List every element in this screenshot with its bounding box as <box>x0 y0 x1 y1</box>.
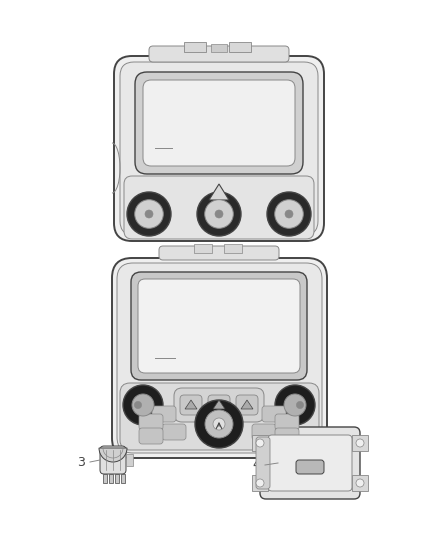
Circle shape <box>205 410 233 438</box>
Bar <box>121 474 125 483</box>
FancyBboxPatch shape <box>208 395 230 415</box>
FancyBboxPatch shape <box>131 272 307 380</box>
Bar <box>126 454 133 466</box>
FancyBboxPatch shape <box>139 414 163 430</box>
Circle shape <box>256 439 264 447</box>
FancyBboxPatch shape <box>275 414 299 430</box>
FancyBboxPatch shape <box>120 62 318 235</box>
Polygon shape <box>213 400 225 409</box>
FancyBboxPatch shape <box>159 246 279 260</box>
Circle shape <box>356 439 364 447</box>
FancyBboxPatch shape <box>236 395 258 415</box>
FancyBboxPatch shape <box>256 437 270 489</box>
Circle shape <box>256 479 264 487</box>
Bar <box>109 474 113 483</box>
FancyBboxPatch shape <box>138 279 300 373</box>
Circle shape <box>284 394 306 416</box>
Bar <box>252 435 268 451</box>
FancyBboxPatch shape <box>143 80 295 166</box>
Polygon shape <box>209 184 229 200</box>
Bar <box>194 244 212 253</box>
FancyBboxPatch shape <box>152 406 176 422</box>
FancyBboxPatch shape <box>174 388 264 422</box>
FancyBboxPatch shape <box>112 258 327 458</box>
Circle shape <box>267 192 311 236</box>
Bar <box>211 44 227 52</box>
Circle shape <box>297 401 304 409</box>
Text: 1: 1 <box>142 141 150 155</box>
Bar <box>224 244 242 253</box>
Bar <box>229 42 251 52</box>
Bar <box>252 475 268 491</box>
Circle shape <box>197 192 241 236</box>
Circle shape <box>285 210 293 218</box>
Bar <box>103 474 107 483</box>
FancyBboxPatch shape <box>117 263 322 453</box>
FancyBboxPatch shape <box>296 460 324 474</box>
FancyBboxPatch shape <box>135 72 303 174</box>
Circle shape <box>356 479 364 487</box>
Bar <box>352 435 368 451</box>
Circle shape <box>195 400 243 448</box>
FancyBboxPatch shape <box>139 428 163 444</box>
Circle shape <box>123 385 163 425</box>
Text: 3: 3 <box>77 456 85 469</box>
FancyBboxPatch shape <box>262 406 286 422</box>
Bar <box>352 475 368 491</box>
Wedge shape <box>99 448 127 462</box>
FancyBboxPatch shape <box>162 424 186 440</box>
Circle shape <box>145 210 153 218</box>
Text: 4: 4 <box>252 458 260 472</box>
FancyBboxPatch shape <box>100 446 126 474</box>
Circle shape <box>215 210 223 218</box>
Polygon shape <box>241 400 253 409</box>
FancyBboxPatch shape <box>252 424 276 440</box>
FancyBboxPatch shape <box>149 46 289 62</box>
Circle shape <box>127 192 171 236</box>
FancyBboxPatch shape <box>120 383 319 450</box>
FancyBboxPatch shape <box>275 428 299 444</box>
FancyBboxPatch shape <box>124 176 314 239</box>
Circle shape <box>135 200 163 228</box>
FancyBboxPatch shape <box>268 435 352 491</box>
Bar <box>184 42 206 52</box>
Circle shape <box>213 418 225 430</box>
FancyBboxPatch shape <box>114 56 324 241</box>
Polygon shape <box>185 400 197 409</box>
FancyBboxPatch shape <box>260 427 360 499</box>
Circle shape <box>134 401 141 409</box>
Circle shape <box>205 200 233 228</box>
Bar <box>115 474 119 483</box>
Circle shape <box>132 394 154 416</box>
FancyBboxPatch shape <box>180 395 202 415</box>
Circle shape <box>275 385 315 425</box>
Circle shape <box>275 200 303 228</box>
Text: 2: 2 <box>142 351 150 365</box>
